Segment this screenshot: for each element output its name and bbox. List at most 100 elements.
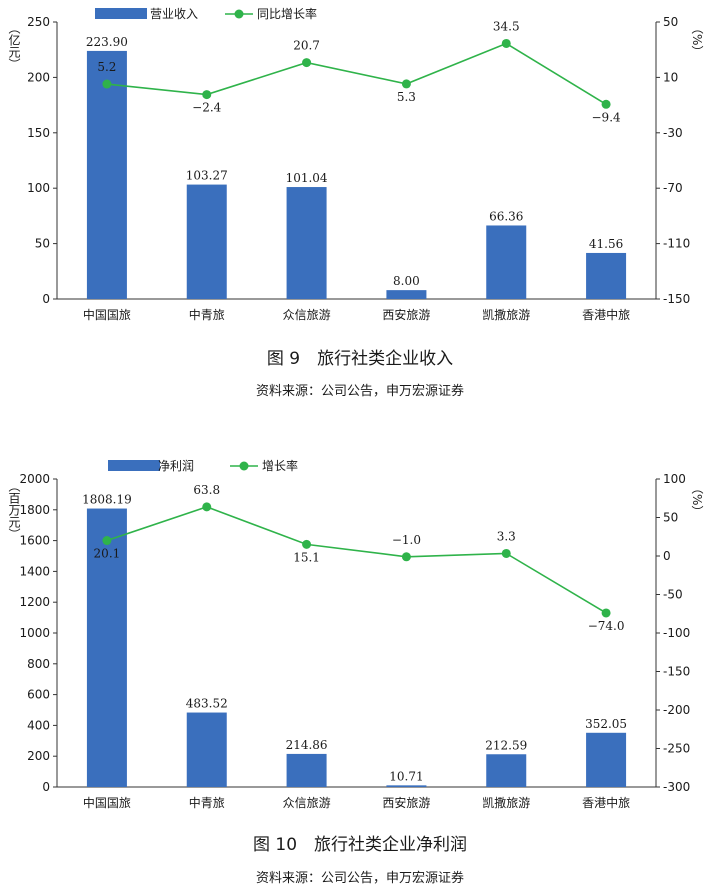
bar-value-label: 1808.19 xyxy=(82,493,132,507)
legend-bar-swatch xyxy=(95,8,147,19)
category-label: 凯撒旅游 xyxy=(482,795,530,810)
legend-bar-label: 净利润 xyxy=(158,459,194,473)
category-label: 中青旅 xyxy=(189,307,225,322)
right-axis-label: （%） xyxy=(690,482,704,517)
right-tick-label: 0 xyxy=(663,549,671,563)
bar-value-label: 103.27 xyxy=(186,169,228,183)
growth-rate-label: 3.3 xyxy=(497,529,516,543)
left-tick-label: 1800 xyxy=(19,503,50,517)
left-tick-label: 400 xyxy=(27,718,50,732)
right-axis-label: （%） xyxy=(690,22,704,57)
growth-rate-label: 34.5 xyxy=(493,19,520,33)
growth-rate-label: −74.0 xyxy=(588,619,625,633)
bar-value-label: 41.56 xyxy=(589,237,623,251)
legend-bar-label: 营业收入 xyxy=(150,7,198,21)
growth-rate-label: 15.1 xyxy=(293,550,320,564)
bar xyxy=(286,187,327,299)
bar-value-label: 101.04 xyxy=(286,171,328,185)
growth-rate-label: −1.0 xyxy=(392,533,421,547)
growth-rate-label: −9.4 xyxy=(592,110,622,124)
growth-rate-point xyxy=(501,548,511,558)
category-label: 凯撒旅游 xyxy=(482,307,530,322)
right-tick-label: 100 xyxy=(663,472,686,486)
left-tick-label: 1600 xyxy=(19,534,50,548)
right-tick-label: 50 xyxy=(663,15,678,29)
bar xyxy=(186,712,227,787)
bar-value-label: 483.52 xyxy=(186,697,228,711)
left-tick-label: 600 xyxy=(27,688,50,702)
growth-rate-line xyxy=(106,506,607,614)
left-axis-label: （亿元） xyxy=(7,22,21,70)
right-tick-label: 10 xyxy=(663,70,678,84)
growth-rate-point xyxy=(202,90,212,100)
growth-rate-point xyxy=(401,552,411,562)
chart-source: 资料来源：公司公告，申万宏源证券 xyxy=(256,383,464,399)
bar-value-label: 352.05 xyxy=(585,717,627,731)
bar-value-label: 10.71 xyxy=(389,769,423,783)
growth-rate-point xyxy=(401,79,411,89)
left-axis-label: （百万元） xyxy=(7,480,21,540)
growth-rate-point xyxy=(102,79,112,89)
bar xyxy=(386,290,427,299)
left-tick-label: 1000 xyxy=(19,626,50,640)
left-tick-label: 800 xyxy=(27,657,50,671)
growth-rate-label: 20.1 xyxy=(94,547,121,561)
growth-rate-point xyxy=(601,99,611,109)
left-tick-label: 250 xyxy=(27,15,50,29)
right-tick-label: -100 xyxy=(663,626,690,640)
right-tick-label: -150 xyxy=(663,665,690,679)
chart-title: 图 9 旅行社类企业收入 xyxy=(267,349,453,369)
bar-value-label: 223.90 xyxy=(86,35,128,49)
category-label: 众信旅游 xyxy=(283,308,331,322)
left-tick-label: 1200 xyxy=(19,595,50,609)
right-tick-label: -70 xyxy=(663,181,683,195)
category-label: 中青旅 xyxy=(189,795,225,810)
legend-bar-swatch xyxy=(108,460,160,471)
net-profit-chart: 0200400600800100012001400160018002000-30… xyxy=(7,458,704,810)
legend-line-label: 同比增长率 xyxy=(257,6,317,21)
growth-rate-line xyxy=(106,42,607,105)
growth-rate-label: 5.2 xyxy=(97,60,116,74)
growth-rate-point xyxy=(102,536,112,546)
bar xyxy=(86,508,127,787)
right-tick-label: -300 xyxy=(663,780,690,794)
growth-rate-label: 5.3 xyxy=(397,90,416,104)
bar-value-label: 212.59 xyxy=(485,738,527,752)
revenue-chart: 0 50 100 150 200 250 -150 -110 -70 -30 10 50 （亿元） （%）… xyxy=(7,6,704,322)
left-tick-label: 150 xyxy=(27,126,50,140)
growth-rate-point xyxy=(302,539,312,549)
bar-value-label: 66.36 xyxy=(489,209,523,223)
growth-rate-point xyxy=(202,502,212,512)
left-tick-label: 1400 xyxy=(19,564,50,578)
bar xyxy=(486,754,527,787)
legend-line-marker xyxy=(239,461,249,471)
left-tick-label: 100 xyxy=(27,181,50,195)
right-tick-label: -50 xyxy=(663,588,683,602)
legend-line-marker xyxy=(234,9,244,19)
category-label: 中国国旅 xyxy=(83,307,131,322)
right-tick-label: -200 xyxy=(663,703,690,717)
category-label: 西安旅游 xyxy=(382,307,430,322)
category-label: 中国国旅 xyxy=(83,795,131,810)
bar xyxy=(586,252,627,299)
left-tick-label: 200 xyxy=(27,70,50,84)
bar xyxy=(86,50,127,300)
bar xyxy=(586,732,627,787)
bar-value-label: 8.00 xyxy=(393,274,420,288)
category-label: 香港中旅 xyxy=(582,795,630,810)
bar xyxy=(186,184,227,299)
category-label: 西安旅游 xyxy=(382,795,430,810)
bar xyxy=(386,785,427,787)
legend-line-label: 增长率 xyxy=(262,458,298,473)
right-tick-label: -150 xyxy=(663,292,690,306)
growth-rate-label: 20.7 xyxy=(293,39,320,53)
growth-rate-point xyxy=(501,38,511,48)
growth-rate-label: −2.4 xyxy=(192,101,222,115)
category-label: 香港中旅 xyxy=(582,307,630,322)
right-tick-label: -30 xyxy=(663,126,683,140)
left-tick-label: 50 xyxy=(35,237,50,251)
chart-title: 图 10 旅行社类企业净利润 xyxy=(253,835,467,855)
chart-source: 资料来源：公司公告，申万宏源证券 xyxy=(256,870,464,886)
bar-value-label: 214.86 xyxy=(286,738,328,752)
